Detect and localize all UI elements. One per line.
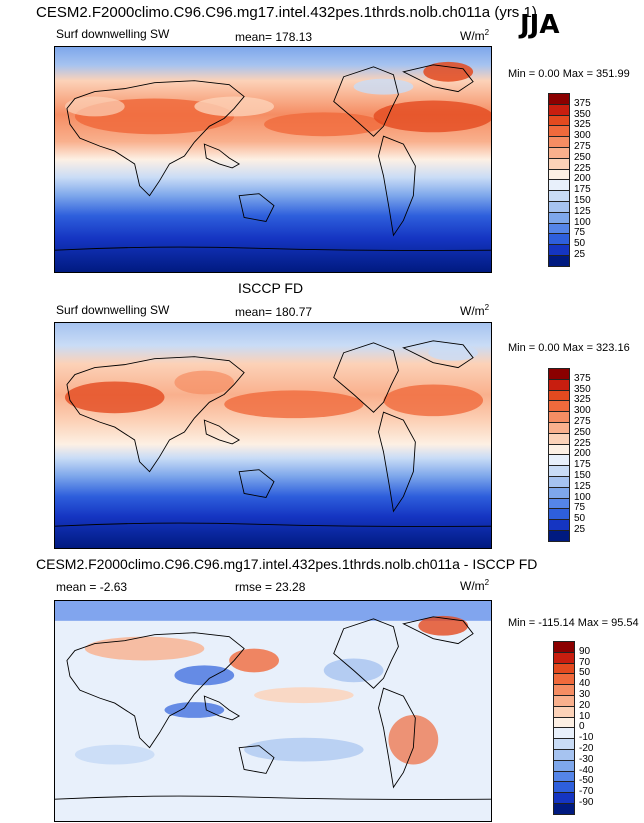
panel3-colorbar-level-label: -70 (579, 786, 594, 798)
panel2-colorbar-swatch (548, 530, 570, 542)
panel3-mean: mean = -2.63 (56, 580, 128, 594)
panel2-colorbar-level-label: 225 (574, 437, 591, 449)
main-title: CESM2.F2000climo.C96.C96.mg17.intel.432p… (36, 4, 537, 21)
panel2-colorbar-level-label: 25 (574, 524, 586, 535)
panel1-minmax: Min = 0.00 Max = 351.99 (508, 68, 630, 80)
panel3-colorbar-swatch (553, 803, 575, 815)
panel1-variable: Surf downwelling SW (56, 27, 170, 41)
panel3-colorbar-level-label: 10 (579, 710, 591, 722)
panel2-colorbar-level-label: 150 (574, 470, 591, 481)
panel2-colorbar-level-label: 350 (574, 383, 591, 395)
panel1-colorbar-level-label: 275 (574, 141, 591, 152)
panel1-colorbar-level-label: 250 (574, 151, 591, 163)
panel1-colorbar-level-label: 100 (574, 216, 591, 228)
panel2-colorbar-level-label: 125 (574, 480, 591, 492)
panel1-colorbar-level-label: 50 (574, 238, 586, 250)
panel3-units: W/m2 (460, 578, 490, 593)
panel1-colorbar-level-label: 375 (574, 97, 591, 109)
panel2-minmax: Min = 0.00 Max = 323.16 (508, 342, 630, 354)
panel3-map (54, 600, 492, 822)
panel2-map-graphic (55, 323, 491, 548)
panel1-map-graphic (55, 47, 491, 272)
panel3-colorbar: 90 70 50 40 30 20 10 0 -10 -20 -30 -40 -50 -70 -90 (553, 641, 623, 815)
panel2-colorbar-level-label: 250 (574, 426, 591, 438)
panel1-colorbar-level-label: 175 (574, 184, 591, 196)
panel3-title: CESM2.F2000climo.C96.C96.mg17.intel.432p… (36, 556, 538, 572)
panel2-units: W/m2 (460, 303, 490, 318)
panel3-colorbar-level-label: -50 (579, 775, 594, 787)
panel3-colorbar-level-label: 50 (579, 667, 591, 679)
panel1-colorbar-level-label: 125 (574, 205, 591, 217)
panel2-colorbar-level-label: 200 (574, 448, 591, 460)
panel3-colorbar-level-label: -40 (579, 764, 594, 776)
panel1-colorbar-level-label: 75 (574, 227, 586, 239)
panel1-units: W/m2 (460, 28, 490, 43)
panel3-minmax: Min = -115.14 Max = 95.54 (508, 617, 639, 629)
panel1-colorbar-level-label: 325 (574, 119, 591, 131)
panel1-colorbar-level-label: 150 (574, 195, 591, 206)
panel1-colorbar-level-label: 225 (574, 162, 591, 174)
panel2-colorbar: 375 350 325 300 275 250 225 200 175 150 125 100 75 50… (548, 368, 618, 542)
season-label: JJA (520, 10, 560, 40)
panel3-colorbar-level-label: -10 (579, 732, 594, 744)
panel3-rmse: rmse = 23.28 (235, 580, 306, 594)
panel2-colorbar-level-label: 325 (574, 394, 591, 406)
panel3-colorbar-level-label: 40 (579, 678, 591, 690)
panel1-colorbar-level-label: 350 (574, 108, 591, 120)
panel2-colorbar-level-label: 275 (574, 416, 591, 427)
panel2-colorbar-level-label: 100 (574, 491, 591, 503)
panel3-colorbar-level-label: -30 (579, 753, 594, 765)
panel3-map-graphic (55, 601, 491, 821)
panel2-colorbar-level-label: 175 (574, 459, 591, 471)
panel1-colorbar-level-label: 200 (574, 173, 591, 185)
panel3-colorbar-level-label: -20 (579, 743, 594, 754)
panel1-colorbar-level-label: 300 (574, 130, 591, 142)
panel2-colorbar-level-label: 50 (574, 513, 586, 525)
panel1-map (54, 46, 492, 273)
panel3-colorbar-level-label: 30 (579, 689, 591, 700)
panel1-colorbar-swatch (548, 255, 570, 267)
panel3-colorbar-level-label: 20 (579, 699, 591, 711)
panel2-mean: mean= 180.77 (235, 305, 313, 319)
panel3-colorbar-level-label: 90 (579, 645, 591, 657)
panel1-colorbar: 375 350 325 300 275 250 225 200 175 150 125 100 75 50… (548, 93, 618, 267)
panel3-colorbar-level-label: -90 (579, 797, 594, 808)
panel2-variable: Surf downwelling SW (56, 303, 170, 317)
panel2-colorbar-level-label: 75 (574, 502, 586, 514)
panel2-map (54, 322, 492, 549)
panel1-mean: mean= 178.13 (235, 30, 313, 44)
panel3-colorbar-level-label: 0 (579, 721, 585, 733)
panel1-colorbar-level-label: 25 (574, 249, 586, 260)
panel2-colorbar-level-label: 300 (574, 405, 591, 417)
panel3-colorbar-level-label: 70 (579, 656, 591, 668)
panel2-title: ISCCP FD (238, 280, 304, 296)
panel2-colorbar-level-label: 375 (574, 372, 591, 384)
